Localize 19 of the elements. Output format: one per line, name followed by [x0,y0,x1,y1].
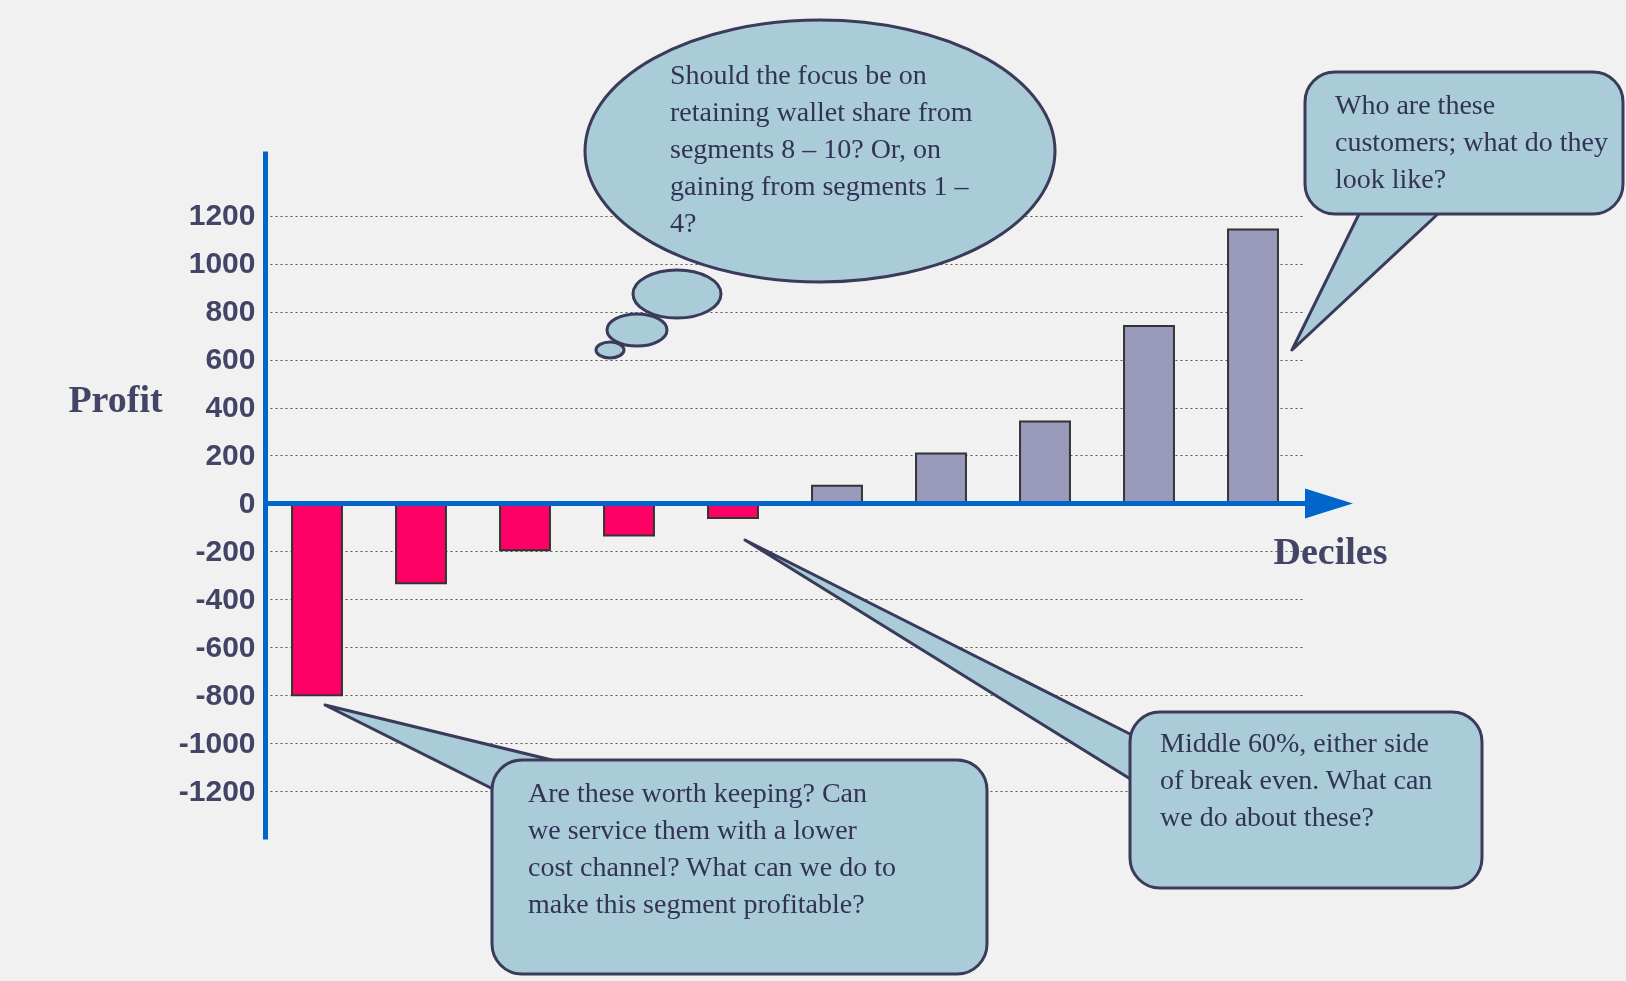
annotation: Should the focus be on retaining wallet share from segments 8 – 10? Or, on gaining from segments 1 – 4? [669,58,974,240]
y-tick-label: 1200 [188,198,256,232]
text: Who are these customers; what do they look like? [1334,88,1609,196]
y-tick-label: 800 [205,294,256,328]
y-tick-label: -1000 [178,725,256,759]
y-tick-label: -400 [195,581,256,615]
y-tick-label: -1200 [178,773,256,807]
y-tick-label: 1000 [188,246,256,280]
y-tick-label: -800 [195,677,256,711]
x-axis-title: Deciles [1273,529,1388,572]
y-tick-label: 0 [238,485,256,519]
annotation: Middle 60%, either side of break even. What can we do about these? [1159,726,1434,834]
y-tick-label: -600 [195,629,256,663]
y-axis-title: Profit [68,378,163,420]
y-tick-label: 600 [205,342,256,376]
y-tick-label: 200 [205,437,256,471]
y-tick-label: 400 [205,390,256,423]
annotation: Are these worth keeping? Can we service them with a lower cost channel? What can we do to make this segment profitable? [527,776,897,921]
y-tick-label: -200 [195,533,256,567]
